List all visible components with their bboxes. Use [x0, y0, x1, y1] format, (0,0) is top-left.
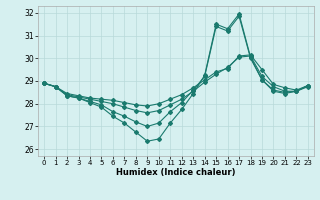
X-axis label: Humidex (Indice chaleur): Humidex (Indice chaleur): [116, 168, 236, 177]
